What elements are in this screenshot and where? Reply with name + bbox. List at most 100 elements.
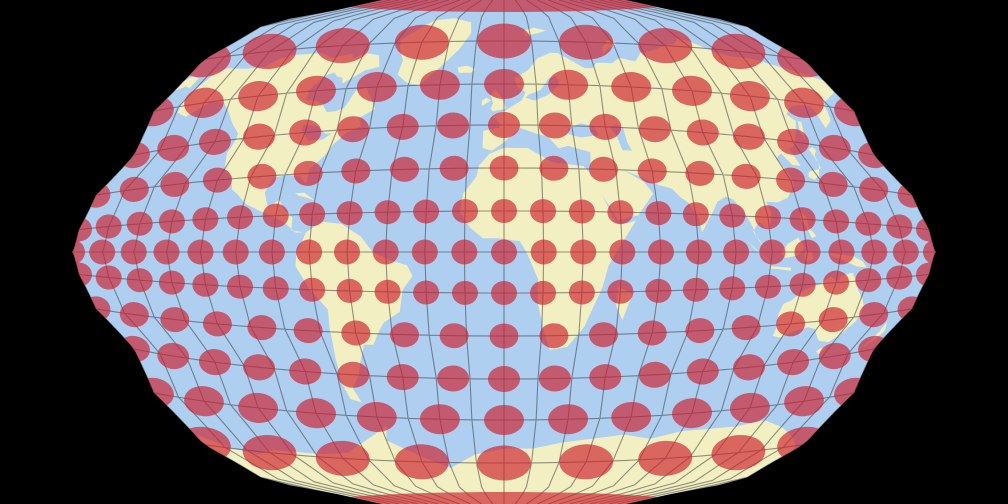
tissot-circle bbox=[731, 163, 761, 189]
tissot-circle bbox=[682, 202, 709, 227]
tissot-circle bbox=[184, 386, 224, 417]
tissot-circle bbox=[160, 171, 190, 197]
tissot-circle bbox=[794, 239, 821, 265]
tissot-circle bbox=[548, 404, 589, 435]
tissot-circle bbox=[559, 24, 614, 60]
tissot-circle bbox=[289, 119, 322, 146]
tissot-circle bbox=[262, 276, 289, 301]
tissot-circle bbox=[892, 239, 919, 265]
tissot-circle bbox=[222, 239, 249, 265]
land-japan bbox=[808, 147, 821, 180]
tissot-circle bbox=[262, 203, 289, 228]
tissot-circle bbox=[818, 171, 848, 197]
tissot-circle bbox=[489, 155, 519, 181]
tissot-circle bbox=[227, 205, 253, 230]
tissot-circle bbox=[160, 307, 190, 333]
tissot-circle bbox=[158, 270, 185, 295]
tissot-circle bbox=[477, 445, 531, 481]
tissot-circle bbox=[719, 203, 746, 228]
tissot-circle bbox=[394, 24, 449, 60]
tissot-circle bbox=[686, 119, 719, 146]
tissot-circle bbox=[336, 278, 363, 303]
tissot-circle bbox=[184, 87, 224, 118]
tissot-circle bbox=[539, 323, 569, 349]
tissot-circle bbox=[198, 128, 231, 155]
tissot-circle bbox=[611, 401, 652, 433]
tissot-circle bbox=[759, 239, 786, 265]
land-north-america bbox=[177, 52, 376, 233]
tissot-circle bbox=[711, 33, 766, 70]
tissot-circle bbox=[886, 265, 913, 290]
tissot-circle bbox=[293, 318, 323, 344]
tissot-circle bbox=[95, 214, 122, 239]
tissot-circle bbox=[733, 123, 765, 150]
tissot-circle bbox=[589, 364, 622, 391]
tissot-circle bbox=[568, 280, 595, 305]
tissot-circle bbox=[823, 270, 850, 295]
tissot-circle bbox=[243, 354, 275, 381]
tissot-circle bbox=[238, 81, 279, 112]
tissot-circle bbox=[337, 116, 370, 143]
tissot-indicatrices bbox=[72, 0, 936, 504]
tissot-circle bbox=[589, 113, 622, 140]
tissot-circle bbox=[386, 364, 419, 391]
tissot-circle bbox=[356, 71, 397, 103]
tissot-circle bbox=[568, 199, 595, 224]
tissot-circle bbox=[242, 33, 297, 70]
tissot-circle bbox=[530, 239, 557, 265]
tissot-circle bbox=[315, 28, 370, 64]
tissot-circle bbox=[637, 320, 667, 346]
tissot-circle bbox=[607, 200, 634, 225]
land-ireland bbox=[481, 97, 491, 106]
tissot-circle bbox=[711, 434, 766, 471]
tissot-circle bbox=[685, 160, 715, 186]
tissot-circle bbox=[452, 199, 478, 224]
tissot-circle bbox=[95, 265, 122, 290]
tissot-circle bbox=[488, 112, 520, 138]
tissot-circle bbox=[923, 239, 936, 265]
tissot-circle bbox=[589, 156, 618, 182]
tissot-circle bbox=[437, 112, 470, 139]
tissot-circle bbox=[488, 366, 520, 392]
tissot-circle bbox=[648, 239, 674, 265]
tissot-circle bbox=[828, 239, 855, 265]
north-pole-band bbox=[314, 0, 694, 12]
tissot-circle bbox=[258, 239, 285, 265]
tissot-circle bbox=[645, 201, 672, 226]
tissot-circle bbox=[777, 349, 810, 376]
tissot-circle bbox=[776, 311, 806, 337]
tissot-circle bbox=[243, 123, 275, 150]
tissot-circle bbox=[341, 320, 371, 346]
tissot-circle bbox=[336, 201, 363, 226]
tissot-circle bbox=[638, 361, 671, 388]
tissot-circle bbox=[202, 167, 232, 193]
tissot-circle bbox=[72, 239, 85, 265]
tissot-circle bbox=[886, 214, 913, 239]
tissot-circle bbox=[672, 75, 712, 106]
land-iceland bbox=[457, 65, 476, 73]
tissot-circle bbox=[530, 199, 556, 224]
tissot-circle bbox=[776, 167, 806, 193]
tissot-circle bbox=[334, 239, 360, 265]
tissot-circle bbox=[611, 71, 652, 103]
tissot-circle bbox=[247, 315, 277, 341]
tissot-circle bbox=[158, 209, 185, 234]
tissot-circle bbox=[777, 128, 810, 155]
tissot-circle bbox=[227, 274, 253, 299]
tissot-circle bbox=[548, 69, 589, 100]
tissot-circle bbox=[119, 302, 149, 328]
tissot-circle bbox=[192, 207, 219, 232]
tissot-circle bbox=[120, 239, 147, 265]
tissot-circle bbox=[315, 440, 370, 476]
tissot-circle bbox=[491, 239, 517, 265]
tissot-circle bbox=[89, 239, 116, 265]
tissot-circle bbox=[784, 87, 824, 118]
tissot-circle bbox=[299, 277, 326, 302]
land-java bbox=[770, 266, 792, 271]
tissot-circle bbox=[682, 277, 709, 302]
tissot-circle bbox=[411, 239, 438, 265]
tissot-circle bbox=[419, 69, 460, 100]
tissot-circle bbox=[719, 276, 746, 301]
tissot-circle bbox=[818, 134, 851, 162]
tissot-circle bbox=[202, 311, 232, 337]
